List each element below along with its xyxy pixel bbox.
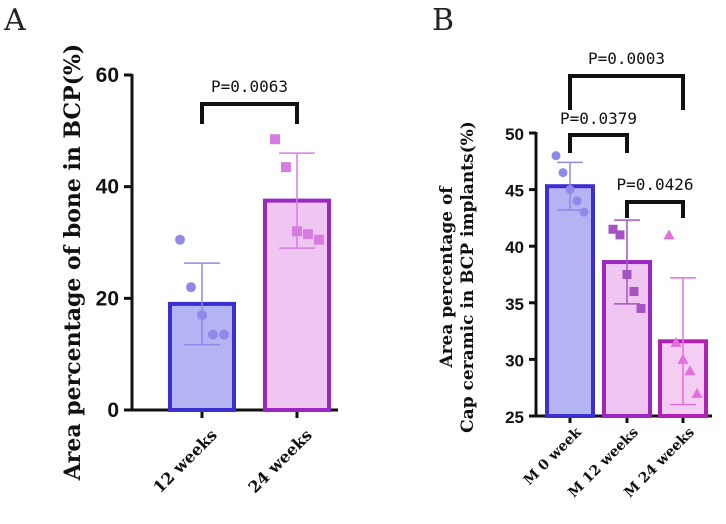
panel-a-y-tick-label-0: 0 bbox=[107, 399, 119, 422]
panel-b-y-tick-label-25: 25 bbox=[505, 408, 524, 427]
panel-b-point-m-0-week-2 bbox=[558, 168, 568, 178]
panel-b-point-m-24-weeks-4 bbox=[684, 365, 696, 376]
panel-b-y-axis-label-line1: Area percentage of bbox=[437, 185, 457, 369]
panel-a-y-tick-label-60: 60 bbox=[96, 64, 119, 87]
panel-b-y-tick-label-35: 35 bbox=[505, 295, 524, 314]
panel-b-comparison-bracket-3 bbox=[625, 200, 685, 218]
panel-b-point-m-24-weeks-5 bbox=[691, 387, 703, 398]
panel-a-comparisons: P=0.0063 bbox=[200, 77, 299, 124]
panel-b-comparisons: P=0.0379 P=0.0003 P=0.0426 bbox=[560, 49, 694, 218]
panel-b-y-tick-label-40: 40 bbox=[505, 238, 524, 257]
panel-b-letter: B bbox=[432, 3, 454, 38]
panel-b: B Area percentage of Cap ceramic in BCP … bbox=[432, 3, 712, 501]
panel-b-point-m-12-weeks-4 bbox=[629, 286, 639, 296]
panel-b-point-m-12-weeks-2 bbox=[615, 230, 625, 240]
panel-b-y-tick-label-30: 30 bbox=[505, 351, 524, 370]
panel-b-comparison-label-2: P=0.0003 bbox=[588, 49, 665, 68]
panel-a-y-tick-label-40: 40 bbox=[96, 176, 119, 199]
panel-a-point-24-weeks-2 bbox=[281, 162, 291, 173]
panel-a-bars bbox=[168, 152, 331, 412]
panel-a-point-12-weeks-1 bbox=[175, 234, 185, 245]
panel-b-point-m-0-week-4 bbox=[572, 196, 582, 206]
panel-b-y-axis-label-line2: Cap ceramic in BCP implants(%) bbox=[458, 121, 478, 433]
panel-b-point-m-12-weeks-1 bbox=[608, 224, 618, 234]
panel-b-point-m-12-weeks-5 bbox=[636, 303, 646, 313]
panel-a-tick-labels: 0 20 40 60 bbox=[96, 64, 119, 422]
panel-b-comparison-label-1: P=0.0379 bbox=[560, 109, 637, 128]
panel-b-bar-m-0-week bbox=[545, 184, 595, 418]
panel-a-point-24-weeks-4 bbox=[303, 229, 313, 240]
panel-a-y-axis-label: Area percentage of bone in BCP(%) bbox=[60, 44, 86, 482]
panel-b-bars bbox=[545, 161, 708, 418]
panel-a-y-tick-label-20: 20 bbox=[96, 287, 119, 310]
panel-a-points bbox=[175, 134, 324, 340]
panel-a: A Area percentage of bone in BCP(%) 0 20 4… bbox=[3, 3, 338, 497]
panel-a-category-labels: 12 weeks 24 weeks bbox=[149, 425, 315, 496]
panel-a-comparison-bracket-1 bbox=[200, 102, 299, 124]
panel-a-point-12-weeks-4 bbox=[208, 329, 218, 340]
panel-b-y-tick-label-50: 50 bbox=[505, 125, 524, 144]
panel-b-points bbox=[551, 151, 703, 398]
panel-b-point-m-24-weeks-3 bbox=[677, 353, 689, 364]
panel-a-category-label-12-weeks: 12 weeks bbox=[149, 425, 220, 496]
panel-b-point-m-0-week-5 bbox=[579, 207, 589, 217]
panel-a-point-24-weeks-3 bbox=[292, 226, 302, 237]
panel-b-comparison-label-3: P=0.0426 bbox=[616, 175, 693, 194]
panel-a-point-12-weeks-2 bbox=[186, 282, 196, 293]
panel-b-point-m-24-weeks-2 bbox=[670, 336, 682, 347]
panel-a-point-24-weeks-5 bbox=[314, 234, 324, 245]
panel-b-tick-labels: 25 30 35 40 45 50 bbox=[505, 125, 524, 427]
panel-a-point-12-weeks-3 bbox=[197, 310, 207, 321]
panel-b-comparison-bracket-2 bbox=[568, 74, 685, 110]
panel-b-point-m-24-weeks-1 bbox=[663, 229, 675, 240]
panel-b-comparison-bracket-1 bbox=[568, 133, 629, 153]
panel-a-letter: A bbox=[3, 3, 26, 38]
panel-b-point-m-0-week-1 bbox=[551, 151, 561, 161]
panel-a-point-24-weeks-1 bbox=[270, 134, 280, 145]
panel-b-point-m-0-week-3 bbox=[565, 185, 575, 195]
panel-b-y-tick-label-45: 45 bbox=[505, 182, 524, 201]
panel-a-comparison-label-1: P=0.0063 bbox=[211, 77, 288, 96]
panel-a-point-12-weeks-5 bbox=[219, 329, 229, 340]
panel-b-point-m-12-weeks-3 bbox=[622, 270, 632, 279]
panel-a-category-label-24-weeks: 24 weeks bbox=[244, 425, 315, 496]
